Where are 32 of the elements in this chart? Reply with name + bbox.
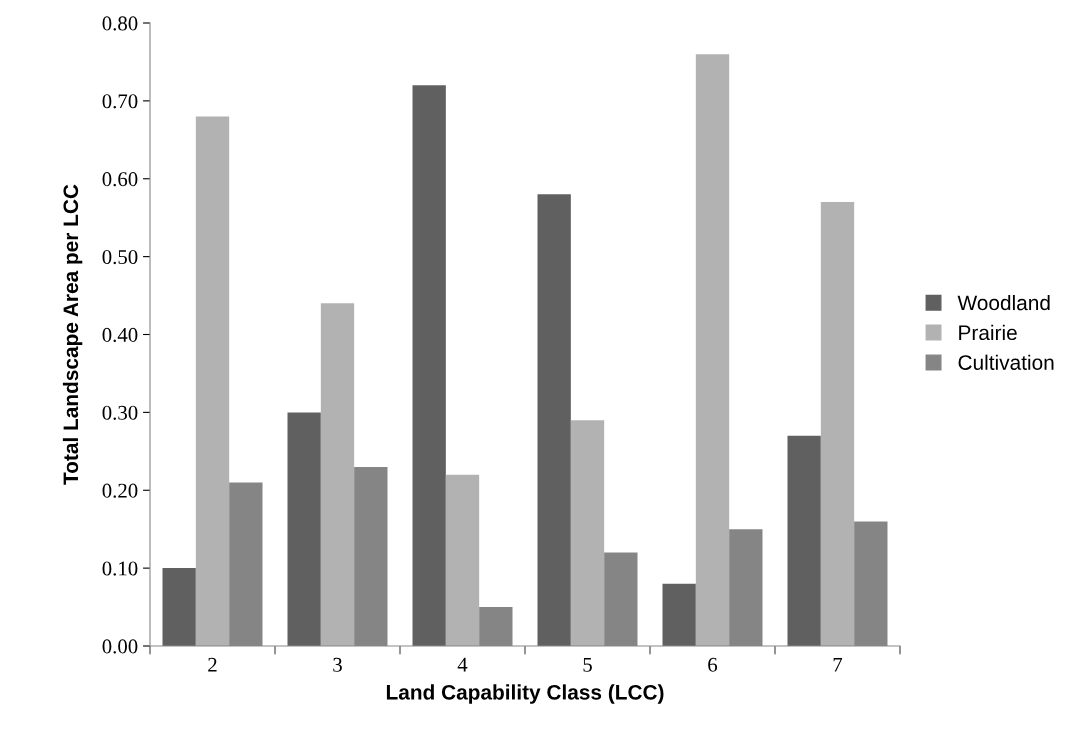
bar bbox=[412, 85, 446, 646]
y-tick-label: 0.70 bbox=[102, 94, 138, 109]
legend-label: Prairie bbox=[959, 324, 1017, 341]
x-tick-label: 3 bbox=[333, 657, 342, 672]
y-tick-label: 0.40 bbox=[102, 327, 138, 343]
x-tick-label: 4 bbox=[457, 657, 468, 672]
y-tick-label: 0.20 bbox=[102, 483, 138, 498]
y-tick-label: 0.10 bbox=[102, 561, 138, 576]
bar bbox=[662, 583, 696, 646]
bar bbox=[820, 202, 855, 646]
legend-label: Woodland bbox=[957, 294, 1050, 311]
x-axis-title: Land Capability Class (LCC) bbox=[386, 684, 664, 704]
bar bbox=[195, 116, 230, 646]
x-tick-label: 5 bbox=[583, 657, 592, 672]
x-tick-label: 6 bbox=[708, 657, 718, 672]
y-tick-label: 0.50 bbox=[102, 250, 138, 265]
bar bbox=[445, 474, 480, 646]
y-tick-label: 0.60 bbox=[102, 172, 138, 187]
legend-label: Cultivation bbox=[958, 354, 1054, 370]
bar bbox=[320, 303, 355, 646]
bar bbox=[537, 194, 571, 646]
bar bbox=[162, 568, 196, 646]
y-tick-label: 0.30 bbox=[102, 405, 138, 420]
bar bbox=[570, 420, 605, 646]
x-tick-label: 7 bbox=[833, 657, 843, 672]
y-axis-title: Total Landscape Area per LCC bbox=[62, 184, 83, 485]
bar bbox=[287, 412, 321, 646]
bar bbox=[695, 54, 730, 646]
y-tick-label: 0.80 bbox=[102, 16, 138, 31]
x-tick-label: 2 bbox=[208, 657, 217, 672]
bar bbox=[787, 435, 821, 646]
y-tick-label: 0.00 bbox=[102, 639, 138, 654]
